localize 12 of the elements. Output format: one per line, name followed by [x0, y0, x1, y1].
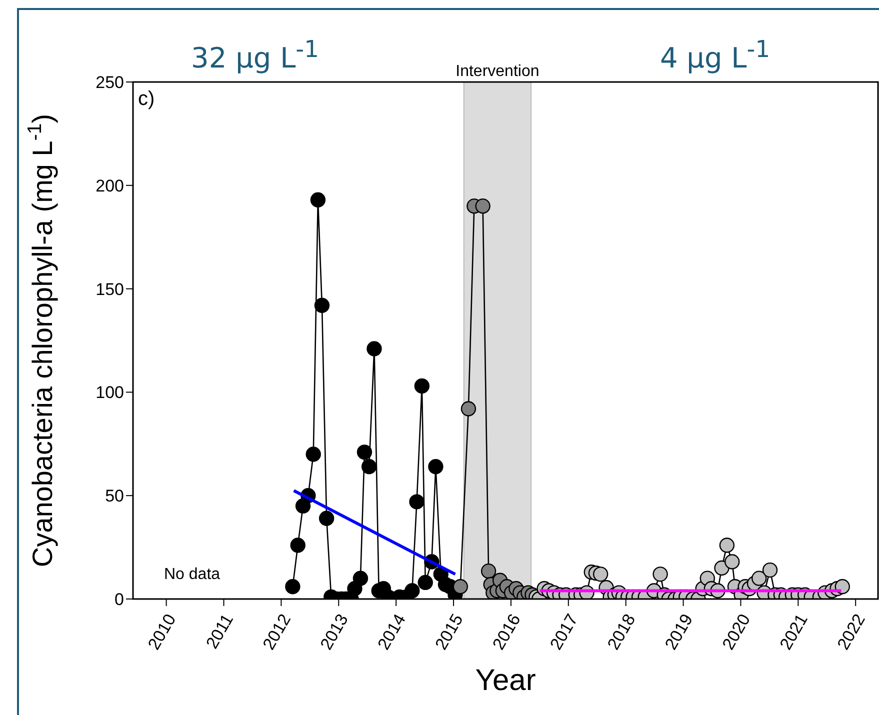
- y-tick-label: 250: [96, 73, 124, 92]
- text: 32 μg L$^{-1}$: [191, 35, 319, 74]
- y-tick-label: 100: [96, 383, 124, 402]
- annotation: c): [138, 88, 155, 111]
- band-label: Intervention: [456, 63, 540, 80]
- y-tick-label: 150: [96, 280, 124, 299]
- text: 4 μg L$^{-1}$: [660, 35, 770, 74]
- y-tick-label: 0: [114, 590, 124, 610]
- y-tick-label: 200: [96, 176, 124, 196]
- x-axis-title: Year: [475, 664, 536, 697]
- y-tick-label: 50: [105, 486, 124, 506]
- annotation: No data: [164, 566, 220, 584]
